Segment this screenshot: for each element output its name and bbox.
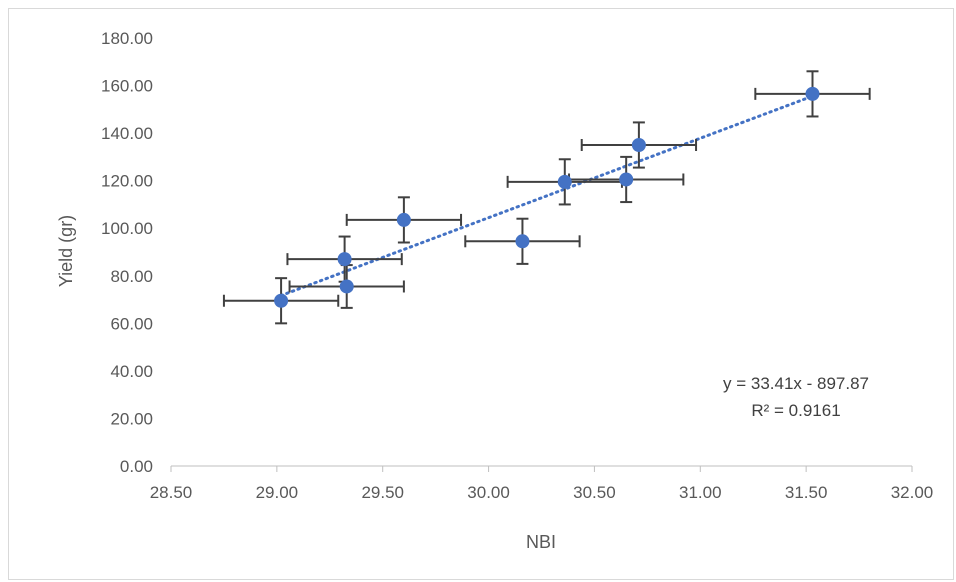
y-tick-label: 40.00 (110, 362, 153, 381)
data-point (515, 234, 530, 249)
data-points (274, 86, 820, 308)
trendline (279, 94, 814, 298)
chart-frame (8, 8, 954, 580)
x-tick-label: 29.50 (361, 483, 404, 502)
data-point (396, 212, 411, 227)
data-point (805, 86, 820, 101)
y-tick-label: 20.00 (110, 409, 153, 428)
y-tick-label: 120.00 (101, 172, 153, 191)
y-tick-label: 180.00 (101, 29, 153, 48)
data-point (631, 138, 646, 152)
y-tick-label: 160.00 (101, 77, 153, 96)
x-tick-label: 31.50 (785, 483, 828, 502)
data-point (339, 279, 354, 294)
x-tick-label: 32.00 (891, 483, 934, 502)
x-tick-label: 28.50 (150, 483, 193, 502)
x-tick-label: 31.00 (679, 483, 722, 502)
x-tick-label: 30.00 (467, 483, 510, 502)
axes: 28.50 29.00 29.50 30.00 30.50 31.00 31.50 32.00… (101, 29, 933, 502)
data-point (557, 174, 572, 189)
y-axis-title: Yield (gr) (56, 215, 76, 287)
trendline-r-squared: R² = 0.9161 (751, 401, 840, 420)
labels: NBI Yield (gr) y = 33.41x - 897.87 R² = … (56, 215, 869, 552)
y-tick-label: 60.00 (110, 314, 153, 333)
data-point (274, 293, 289, 308)
x-tick-label: 30.50 (573, 483, 616, 502)
y-tick-label: 80.00 (110, 267, 153, 286)
x-tick-label: 29.00 (256, 483, 299, 502)
y-tick-label: 140.00 (101, 124, 153, 143)
trendline-equation: y = 33.41x - 897.87 (723, 374, 869, 393)
data-point (619, 172, 634, 187)
y-tick-label: 0.00 (120, 457, 153, 476)
trendline-layer (279, 94, 814, 298)
data-point (337, 252, 352, 267)
x-axis-title: NBI (526, 532, 556, 552)
y-tick-label: 100.00 (101, 219, 153, 238)
